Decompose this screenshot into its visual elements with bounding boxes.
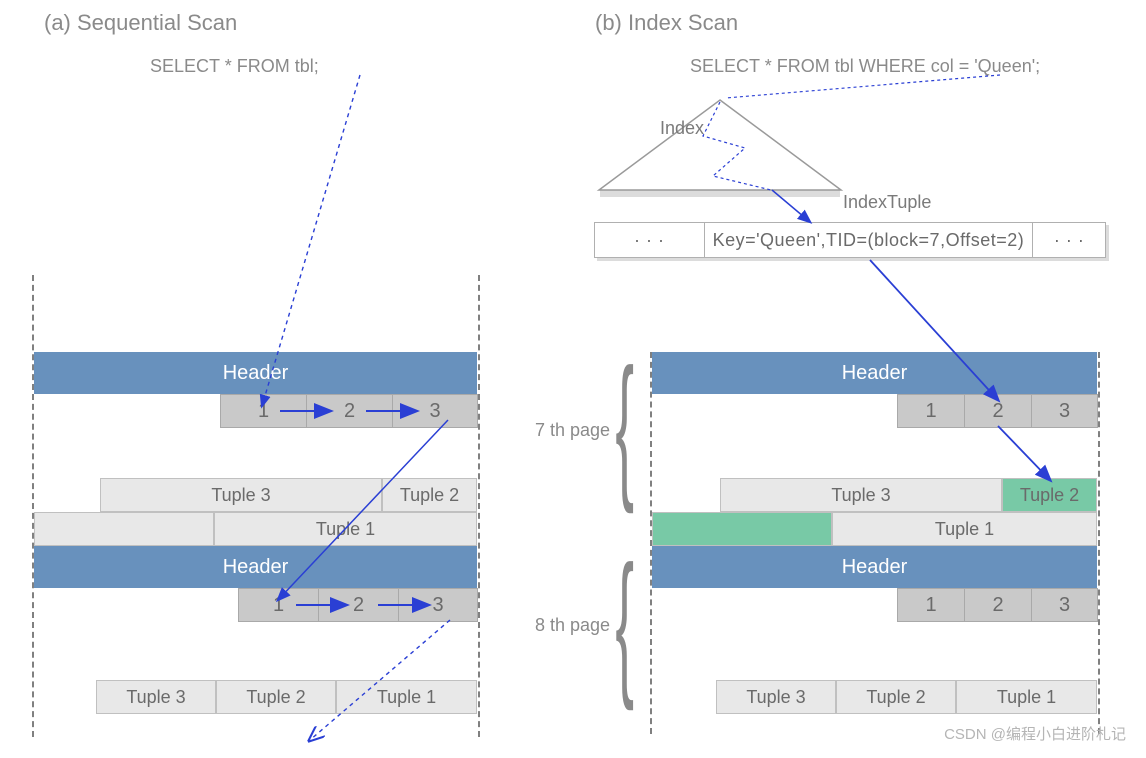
tuple-cell: Tuple 1	[336, 680, 477, 714]
tuple-cell: Tuple 1	[832, 512, 1097, 546]
tuple-cell: Tuple 3	[720, 478, 1002, 512]
index-tuple-cell: · · ·	[1033, 223, 1105, 257]
tuple-cell-highlight: Tuple 2	[1002, 478, 1097, 512]
pointer-cell: 2	[306, 394, 392, 428]
pointer-cell: 1	[220, 394, 306, 428]
left-title: (a) Sequential Scan	[44, 10, 237, 36]
left-page1-header: Header	[34, 352, 477, 394]
right-page1-pointers: 1 2 3	[897, 394, 1098, 428]
left-page2-header: Header	[34, 546, 477, 588]
pointer-cell: 3	[1031, 588, 1098, 622]
tuple-cell: Tuple 2	[836, 680, 956, 714]
tuple-cell-blank	[34, 512, 214, 546]
tuple-cell-highlight-blank	[652, 512, 832, 546]
right-page1-tuples-top: Tuple 3 Tuple 2	[720, 478, 1097, 512]
left-boundary-r	[478, 275, 480, 737]
index-tuple-cell: Key='Queen',TID=(block=7,Offset=2)	[705, 223, 1034, 257]
tuple-cell: Tuple 2	[216, 680, 336, 714]
right-title: (b) Index Scan	[595, 10, 738, 36]
pointer-cell: 2	[964, 394, 1031, 428]
left-page1-pointers: 1 2 3	[220, 394, 478, 428]
page-label-8: 8 th page	[535, 615, 610, 636]
index-tuple-cell: · · ·	[595, 223, 705, 257]
left-page1-tuples-top: Tuple 3 Tuple 2	[100, 478, 477, 512]
left-page1-tuples-bottom: Tuple 1	[34, 512, 477, 546]
right-page2-pointers: 1 2 3	[897, 588, 1098, 622]
pointer-cell: 3	[1031, 394, 1098, 428]
right-page2-tuples: Tuple 3 Tuple 2 Tuple 1	[716, 680, 1097, 714]
tuple-cell: Tuple 3	[96, 680, 216, 714]
pointer-cell: 1	[897, 588, 964, 622]
index-tuple-label: IndexTuple	[843, 192, 931, 213]
tuple-cell: Tuple 2	[382, 478, 477, 512]
tuple-cell: Tuple 1	[214, 512, 477, 546]
header-label: Header	[223, 362, 289, 385]
watermark: CSDN @编程小白进阶札记	[944, 723, 1126, 744]
right-query: SELECT * FROM tbl WHERE col = 'Queen';	[690, 56, 1040, 77]
pointer-cell: 1	[897, 394, 964, 428]
tuple-cell: Tuple 3	[100, 478, 382, 512]
brace-7: {	[615, 345, 634, 505]
tuple-cell: Tuple 1	[956, 680, 1097, 714]
header-label: Header	[223, 556, 289, 579]
pointer-cell: 3	[392, 394, 478, 428]
header-label: Header	[842, 362, 908, 385]
index-label: Index	[660, 118, 704, 139]
left-boundary-l	[32, 275, 34, 737]
index-tuple-box: · · · Key='Queen',TID=(block=7,Offset=2)…	[594, 222, 1106, 258]
left-query: SELECT * FROM tbl;	[150, 56, 319, 77]
pointer-cell: 1	[238, 588, 318, 622]
header-label: Header	[842, 556, 908, 579]
page-label-7: 7 th page	[535, 420, 610, 441]
right-boundary-r	[1098, 352, 1100, 734]
pointer-cell: 2	[318, 588, 398, 622]
brace-8: {	[615, 542, 634, 702]
index-triangle	[595, 98, 845, 198]
pointer-cell: 2	[964, 588, 1031, 622]
left-page2-pointers: 1 2 3	[238, 588, 478, 622]
right-page1-tuples-bottom: Tuple 1	[652, 512, 1097, 546]
left-page2-tuples: Tuple 3 Tuple 2 Tuple 1	[96, 680, 477, 714]
right-page1-header: Header	[652, 352, 1097, 394]
right-page2-header: Header	[652, 546, 1097, 588]
pointer-cell: 3	[398, 588, 478, 622]
tuple-cell: Tuple 3	[716, 680, 836, 714]
